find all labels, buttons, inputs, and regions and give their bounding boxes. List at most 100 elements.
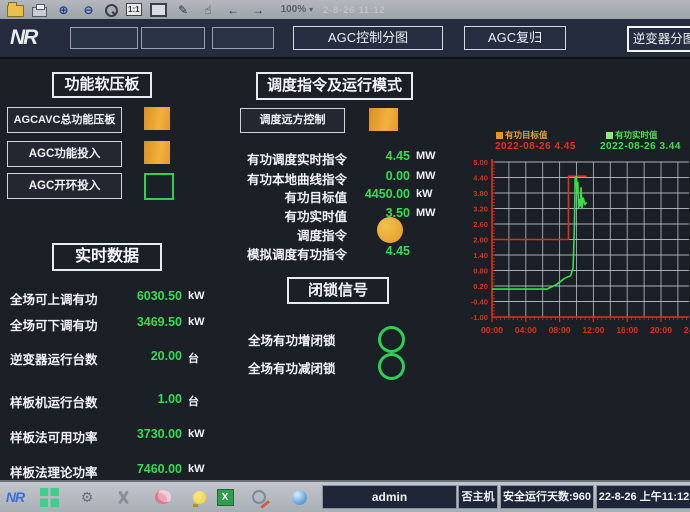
remote-control-button[interactable]: 调度远方控制 [240, 108, 345, 133]
dispatch-row-label: 有功目标值 [284, 191, 347, 205]
svg-text:0.80: 0.80 [473, 266, 488, 275]
lock-row-label: 全场有功增闭锁 [248, 334, 336, 348]
svg-text:5.00: 5.00 [473, 158, 488, 167]
realtime-row-label: 样板法理论功率 [10, 466, 98, 480]
dispatch-command-label: 调度指令 [296, 229, 347, 243]
one-to-one-icon[interactable]: 1:1 [126, 3, 142, 16]
dispatch-row-label: 有功调度实时指令 [246, 153, 347, 167]
dispatch-row-unit: MW [416, 207, 436, 219]
dispatch-row-unit: kW [416, 188, 433, 200]
zoom-level[interactable]: 100% [280, 4, 307, 15]
realtime-row-label: 样板法可用功率 [10, 431, 98, 445]
nav-button-agc-control[interactable]: AGC控制分图 [293, 26, 443, 50]
nav-button-agc-reset[interactable]: AGC复归 [464, 26, 566, 50]
zoom-in-icon[interactable]: ⊕ [58, 2, 69, 17]
realtime-row-unit: kW [188, 428, 205, 440]
zoom-out-icon[interactable]: ⊖ [83, 2, 94, 17]
realtime-row-unit: 台 [188, 353, 199, 365]
dispatch-row-label: 有功实时值 [284, 210, 347, 224]
soft-plate-indicator-agc-openloop[interactable] [144, 173, 174, 200]
svg-text:2.60: 2.60 [473, 220, 488, 229]
realtime-row-value: 6030.50 [136, 289, 182, 303]
zoom-dropdown-icon[interactable]: ▾ [309, 5, 314, 14]
dispatch-row-value: 4450.00 [364, 187, 410, 201]
realtime-row-label: 全场可上调有功 [10, 293, 98, 307]
realtime-row-value: 7460.00 [136, 462, 182, 476]
soft-plate-button-agc-openloop[interactable]: AGC开环投入 [7, 173, 122, 199]
taskbar: NR ⚙ X admin 否主机 安全运行天数:960 22-8-26 上午11… [0, 480, 690, 512]
bulb-icon[interactable] [188, 487, 210, 507]
soft-plate-button-agc-enable[interactable]: AGC功能投入 [7, 141, 122, 167]
nav-slot-3[interactable] [212, 27, 274, 49]
print-icon[interactable] [32, 3, 47, 17]
toolbar-datetime: 2-8-26 11:12 [323, 4, 386, 15]
realtime-row-unit: kW [188, 290, 205, 302]
dispatch-row-value: 4.45 [385, 244, 410, 258]
globe-icon[interactable] [288, 487, 310, 507]
master-status: 否主机 [458, 485, 498, 509]
realtime-row-unit: 台 [188, 396, 199, 408]
legend-actual-name: 有功实时值 [615, 130, 658, 140]
pan-hand-icon[interactable]: ☝ [204, 2, 212, 17]
nav-slot-2[interactable] [141, 27, 205, 49]
svg-text:16:00: 16:00 [616, 325, 638, 335]
realtime-row-label: 全场可下调有功 [10, 319, 98, 333]
svg-text:2.00: 2.00 [473, 235, 488, 244]
gear-icon[interactable]: ⚙ [80, 488, 94, 505]
back-icon[interactable]: ← [227, 2, 240, 17]
lock-row-label: 全场有功减闭锁 [248, 362, 336, 376]
app-grid-icon[interactable] [38, 487, 60, 507]
dispatch-row-label: 模拟调度有功指令 [246, 248, 347, 262]
annotate-icon[interactable]: ✎ [178, 2, 189, 17]
svg-text:3.20: 3.20 [473, 204, 488, 213]
forward-icon[interactable]: → [252, 2, 265, 17]
magnifier-icon[interactable] [105, 3, 118, 17]
find-annotate-icon[interactable] [248, 487, 270, 507]
svg-text:24:00: 24:00 [684, 325, 690, 335]
legend-actual-swatch [606, 132, 613, 139]
realtime-title: 实时数据 [52, 243, 162, 271]
palette-icon[interactable] [152, 487, 174, 507]
legend-actual-reading: 2022-08-26 3.44 [600, 141, 681, 152]
lock-decrease-indicator [378, 353, 405, 380]
svg-text:3.80: 3.80 [473, 189, 488, 198]
nav-slot-1[interactable] [70, 27, 138, 49]
app-toolbar: ⊕ ⊖ 1:1 ✎ ☝ ← → 100% ▾ 2-8-26 11:12 [0, 0, 690, 19]
realtime-row-value: 20.00 [150, 349, 182, 363]
soft-plate-title: 功能软压板 [52, 72, 152, 98]
remote-control-indicator[interactable] [369, 108, 398, 131]
dispatch-title: 调度指令及运行模式 [256, 72, 413, 100]
taskbar-nr-logo-icon[interactable]: NR [5, 489, 25, 505]
taskbar-clock: 22-8-26 上午11:12 [596, 485, 690, 509]
dispatch-row-value: 0.00 [385, 169, 410, 183]
nr-logo: NR [10, 26, 38, 49]
svg-text:08:00: 08:00 [549, 325, 571, 335]
open-folder-icon[interactable] [7, 2, 24, 17]
svg-text:20:00: 20:00 [650, 325, 672, 335]
lock-title: 闭锁信号 [287, 277, 389, 304]
dispatch-row-value: 4.45 [385, 149, 410, 163]
nav-button-inverter[interactable]: 逆变器分图 [627, 26, 690, 52]
tools-icon[interactable] [112, 487, 134, 507]
safe-days-badge: 安全运行天数:960 [500, 485, 594, 509]
realtime-row-value: 3730.00 [136, 427, 182, 441]
svg-text:-0.40: -0.40 [471, 297, 488, 306]
realtime-row-unit: kW [188, 316, 205, 328]
svg-text:-1.00: -1.00 [471, 313, 488, 322]
fit-view-icon[interactable] [149, 2, 167, 17]
legend-target-swatch [496, 132, 503, 139]
soft-plate-indicator-agc-enable[interactable] [144, 141, 170, 164]
realtime-row-value: 3469.50 [136, 315, 182, 329]
excel-icon[interactable]: X [214, 487, 236, 507]
realtime-row-label: 逆变器运行台数 [10, 353, 98, 367]
soft-plate-button-agcavc[interactable]: AGCAVC总功能压板 [7, 107, 122, 133]
dispatch-row-label: 有功本地曲线指令 [246, 173, 347, 187]
svg-text:00:00: 00:00 [481, 325, 503, 335]
username-box[interactable]: admin [322, 485, 457, 509]
soft-plate-indicator-agcavc[interactable] [144, 107, 170, 130]
dispatch-row-unit: MW [416, 170, 436, 182]
power-trend-chart: 有功目标值 有功实时值 2022-08-26 4.45 2022-08-26 3… [455, 126, 690, 352]
dispatch-row-unit: MW [416, 150, 436, 162]
svg-text:1.40: 1.40 [473, 251, 488, 260]
